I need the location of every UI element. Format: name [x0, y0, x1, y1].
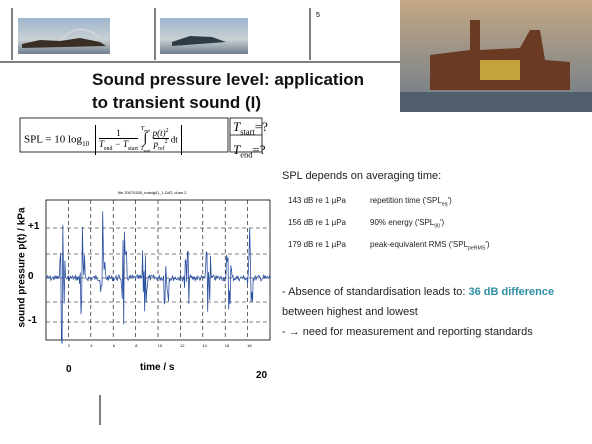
- title-line: to transient sound (I): [92, 93, 262, 112]
- boat: [172, 36, 226, 46]
- y-label: sound pressure p(t) / kPa: [16, 207, 28, 328]
- x-tick-label: 4: [90, 343, 93, 348]
- x-end: 20: [256, 370, 268, 381]
- spl-method-text: peak-equivalent RMS ('SPL: [370, 240, 469, 249]
- x-tick-label: 18: [247, 343, 252, 348]
- x-tick-label: 2: [68, 343, 71, 348]
- formula-text: T: [140, 146, 144, 153]
- formula-text: 2: [165, 128, 169, 135]
- spl-level: 143 dB re 1 µPa: [288, 196, 346, 205]
- page-number: 5: [316, 12, 320, 19]
- spl-level: 179 dB re 1 µPa: [288, 240, 346, 249]
- notes-heading: SPL depends on averaging time:: [282, 170, 442, 182]
- bullets: - Absence of standardisation leads to: 3…: [282, 282, 587, 342]
- formula-text: − T: [112, 139, 128, 150]
- unknown: T: [233, 119, 241, 134]
- unknown: =?: [254, 119, 268, 134]
- photo-boat: [160, 18, 248, 54]
- formula-box: [19, 117, 229, 153]
- plot-title: file 20070305_mdsig01_1.DAT, chan 2: [118, 190, 187, 195]
- formula-text: end: [103, 146, 113, 153]
- formula-text: 2: [164, 139, 168, 146]
- unknowns: Tstart=? Tend=?: [233, 118, 268, 163]
- formula: SPL = 10 log10 1 Tend − Tstart Tend ∫ Tstar…: [24, 125, 185, 156]
- sea: [400, 92, 592, 112]
- rig: [430, 20, 570, 90]
- y-tick-label: -1: [28, 315, 37, 326]
- spl-method-text: '): [485, 240, 490, 249]
- spl-method-text: '): [447, 196, 452, 205]
- bullet-text: between highest and lowest: [282, 306, 418, 318]
- spl-method: 90% energy ('SPL90'): [370, 218, 444, 230]
- x-tick-label: 16: [224, 343, 230, 348]
- y-tick-label: +1: [28, 221, 40, 232]
- formula-text: 1: [98, 128, 139, 140]
- spl-method: peak-equivalent RMS ('SPLpeRMS'): [370, 240, 490, 252]
- x-label: time / s: [140, 362, 175, 373]
- ship: [59, 29, 101, 41]
- rig: [480, 60, 520, 80]
- formula-text: end: [144, 129, 150, 134]
- spl-method-text: '): [440, 218, 445, 227]
- bullet-highlight: 36 dB difference: [468, 286, 555, 298]
- formula-text: T: [98, 139, 104, 150]
- unknown: end: [240, 149, 253, 160]
- spl-method-text: 90: [434, 223, 441, 230]
- formula-text: start: [143, 149, 151, 154]
- unknown: start: [240, 126, 255, 137]
- spl-method-text: peRMS: [468, 245, 486, 252]
- formula-text: start: [128, 146, 139, 153]
- y-tick-label: 0: [28, 271, 34, 282]
- formula-text: T: [140, 126, 145, 132]
- x-tick-label: 6: [112, 343, 116, 348]
- x-start: 0: [66, 364, 72, 375]
- spl-method: repetition time ('SPLeq'): [370, 196, 452, 208]
- formula-text: dt: [168, 134, 178, 145]
- title: Sound pressure level: application to tran…: [92, 68, 364, 114]
- unknown: =?: [252, 141, 266, 157]
- bullet-text: - Absence of standardisation leads to:: [282, 286, 469, 298]
- formula-text: p: [153, 139, 159, 150]
- x-tick-label: 14: [202, 343, 207, 348]
- ship: [22, 38, 106, 48]
- x-tick-label: 12: [180, 343, 185, 348]
- spl-level: 156 dB re 1 µPa: [288, 218, 346, 227]
- formula-text: 10: [82, 139, 90, 148]
- formula-text: ref: [158, 146, 165, 153]
- unknown: T: [233, 141, 241, 157]
- spl-method-text: eq: [441, 201, 448, 208]
- x-tick-label: 8: [135, 343, 138, 348]
- waveform: [45, 211, 271, 344]
- x-tick-label: 10: [157, 343, 163, 348]
- bullet-text: - → need for measurement and reporting s…: [282, 326, 533, 338]
- spl-method-text: repetition time ('SPL: [370, 196, 442, 205]
- title-line: Sound pressure level: application: [92, 70, 365, 89]
- formula-text: p(t): [152, 128, 166, 139]
- formula-text: SPL = 10 log: [24, 133, 83, 146]
- spl-method-text: 90% energy ('SPL: [370, 218, 435, 227]
